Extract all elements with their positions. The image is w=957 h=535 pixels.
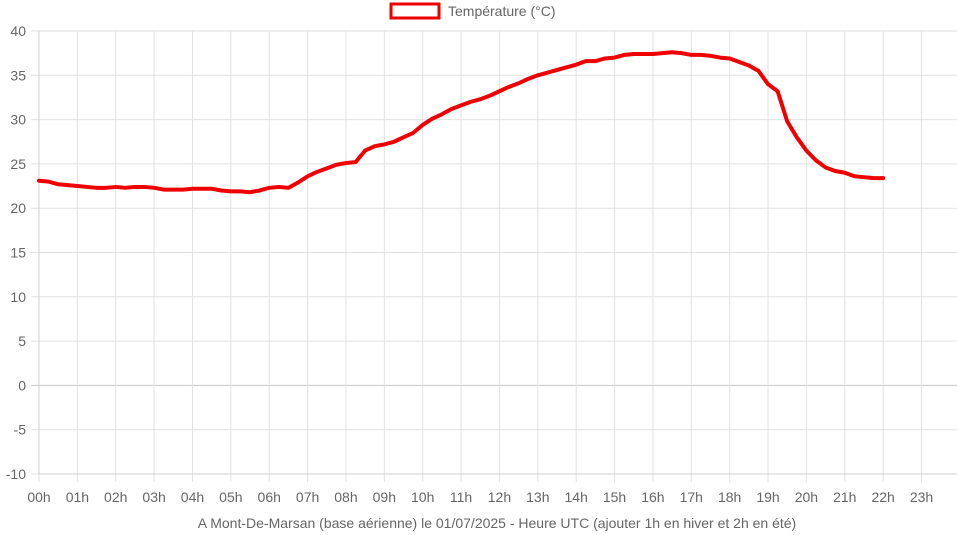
x-tick-label: 11h [450,489,472,505]
chart-series [37,50,886,195]
x-tick-label: 17h [680,489,703,505]
x-tick-label: 03h [142,489,165,505]
y-tick-label: 30 [10,112,26,128]
x-tick-label: 05h [219,489,242,505]
temperature-series-line [37,50,886,195]
x-axis-ticks: 00h 01h 02h 03h 04h 05h 06h 07h 08h 09h 10h 11h 12h 1… [27,489,933,505]
x-tick-label: 01h [66,489,89,505]
x-tick-label: 08h [334,489,357,505]
x-tick-label: 13h [526,489,549,505]
legend-label: Température (°C) [448,3,556,19]
x-tick-label: 02h [104,489,127,505]
x-tick-label: 14h [565,489,588,505]
legend-swatch [389,2,441,20]
x-axis-title: A Mont-De-Marsan (base aérienne) le 01/0… [198,515,796,531]
x-tick-label: 21h [833,489,856,505]
x-tick-label: 18h [718,489,741,505]
x-tick-label: 04h [181,489,204,505]
y-tick-label: -10 [6,466,26,482]
y-axis-ticks: 40 35 30 25 20 15 10 5 0 -5 -10 [6,23,26,482]
x-tick-label: 06h [258,489,281,505]
y-tick-label: 35 [10,67,26,83]
y-tick-label: -5 [14,422,27,438]
y-tick-label: 10 [10,289,26,305]
x-tick-label: 19h [756,489,779,505]
x-tick-label: 16h [641,489,664,505]
y-tick-label: 5 [18,333,26,349]
y-tick-label: 15 [10,245,26,261]
x-tick-label: 22h [871,489,894,505]
x-tick-label: 15h [603,489,626,505]
y-tick-label: 40 [10,23,26,39]
x-tick-label: 07h [296,489,319,505]
y-tick-label: 0 [18,377,26,393]
x-tick-label: 12h [488,489,511,505]
x-tick-label: 00h [27,489,50,505]
y-tick-label: 25 [10,156,26,172]
x-tick-label: 10h [411,489,434,505]
x-tick-label: 20h [795,489,818,505]
x-tick-label: 09h [373,489,396,505]
chart-grid [31,30,957,482]
y-tick-label: 20 [10,200,26,216]
legend[interactable]: Température (°C) [389,2,556,20]
x-tick-label: 23h [910,489,933,505]
